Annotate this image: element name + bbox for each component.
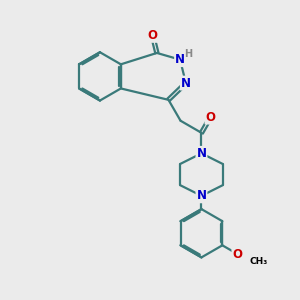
Text: N: N xyxy=(175,53,185,66)
Text: CH₃: CH₃ xyxy=(250,257,268,266)
Text: N: N xyxy=(196,147,206,160)
Text: O: O xyxy=(206,111,215,124)
Text: N: N xyxy=(196,189,206,202)
Text: N: N xyxy=(181,76,191,90)
Text: O: O xyxy=(148,29,158,42)
Text: O: O xyxy=(232,248,242,260)
Text: H: H xyxy=(184,49,192,59)
